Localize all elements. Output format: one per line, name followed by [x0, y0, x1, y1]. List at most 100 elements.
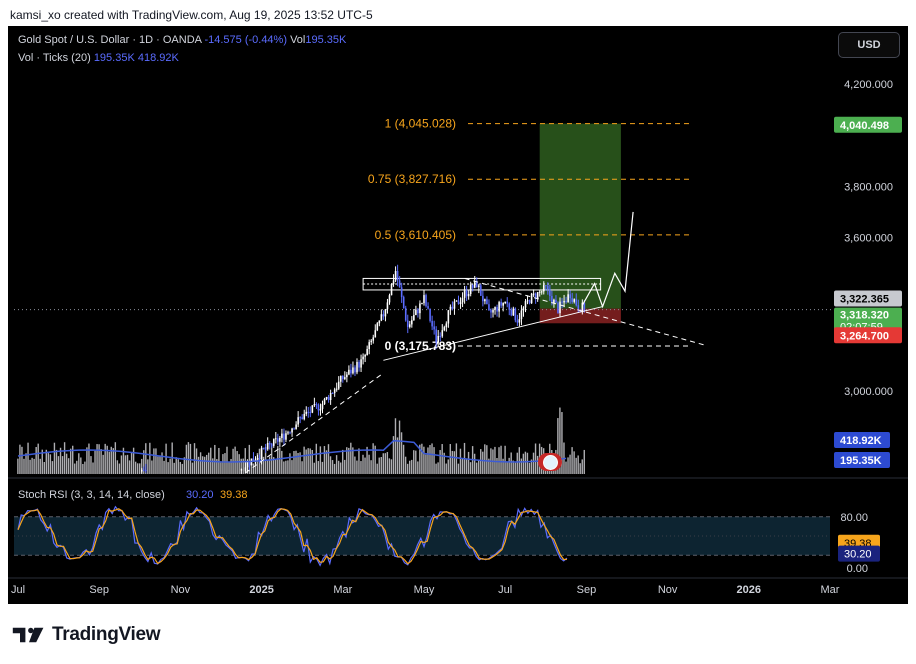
volume-bar — [153, 448, 155, 474]
volume-bar — [455, 443, 458, 474]
candle-body — [431, 320, 433, 327]
x-axis-tick-label: Jul — [498, 584, 512, 596]
candle-body — [368, 342, 370, 349]
volume-bar — [92, 462, 94, 474]
vol-value-label: 195.35K — [840, 455, 882, 467]
volume-bar — [181, 463, 184, 474]
volume-bar — [23, 458, 25, 474]
volume-bar — [575, 457, 577, 474]
candle-body — [512, 308, 515, 316]
volume-bar — [272, 457, 275, 474]
volume-bar — [94, 450, 96, 474]
volume-bar — [335, 455, 338, 474]
volume-bar — [212, 458, 214, 474]
volume-bar — [518, 447, 521, 474]
tradingview-logo[interactable]: TradingView — [12, 624, 161, 646]
legend-symbol-line: Gold Spot / U.S. Dollar · 1D · OANDA -14… — [18, 34, 346, 46]
chart-frame[interactable]: 4,200.000 3,800.000 3,600.000 3,000.000 1 (4… — [8, 26, 908, 604]
volume-bar — [86, 447, 88, 474]
candle-body — [545, 285, 547, 287]
volume-bar — [100, 449, 102, 474]
volume-bar — [309, 448, 311, 474]
legend-vol-value: 195.35K — [305, 34, 347, 46]
candle-body — [382, 314, 385, 317]
x-axis-tick-label: Sep — [577, 584, 597, 596]
volume-bar — [139, 463, 141, 474]
candle-body — [396, 271, 399, 281]
volume-bar — [224, 453, 226, 474]
volume-bar — [17, 458, 19, 474]
candle-body — [325, 396, 328, 399]
candle-body — [411, 320, 413, 325]
volume-bar — [467, 451, 470, 474]
volume-bar — [431, 443, 433, 474]
volume-bar — [74, 463, 76, 474]
volume-bar — [149, 442, 151, 474]
volume-bar — [80, 457, 82, 474]
volume-bar — [439, 450, 441, 474]
candle-body — [475, 281, 478, 288]
volume-bar — [337, 460, 340, 474]
y-axis-tick-label: 3,800.000 — [844, 181, 893, 193]
volume-bar — [496, 458, 498, 474]
currency-button[interactable]: USD — [838, 32, 900, 58]
volume-bar — [402, 444, 405, 474]
volume-bar — [305, 449, 307, 474]
volume-bar — [488, 458, 490, 474]
candle-body — [303, 413, 306, 420]
current-price-label: 3,318.320 — [840, 310, 889, 322]
candle-body — [473, 281, 476, 288]
volume-bar — [47, 453, 50, 474]
volume-bar — [508, 457, 510, 474]
volume-bar — [43, 462, 45, 474]
volume-bar — [122, 447, 125, 474]
volume-bar — [126, 454, 129, 474]
candle-body — [457, 300, 460, 305]
volume-bar — [203, 456, 206, 474]
volume-bar — [248, 444, 251, 474]
volume-bar — [315, 443, 318, 474]
volume-bar — [59, 447, 62, 474]
volume-bar — [447, 459, 449, 474]
volume-bar — [214, 444, 216, 474]
candle-body — [579, 310, 582, 313]
legend-symbol[interactable]: Gold Spot / U.S. Dollar · 1D · OANDA — [18, 34, 202, 46]
volume-bar — [581, 459, 583, 474]
volume-bar — [565, 461, 567, 474]
candle-body — [417, 309, 419, 314]
price-chart[interactable]: 4,200.000 3,800.000 3,600.000 3,000.000 1 (4… — [8, 26, 908, 604]
volume-bar — [437, 462, 439, 474]
volume-bar — [514, 462, 516, 474]
candle-body — [344, 377, 346, 380]
us-flag-icon[interactable] — [538, 453, 562, 471]
candle-body — [508, 303, 511, 310]
volume-bar — [220, 462, 222, 474]
target-price-label: 4,040.498 — [840, 120, 889, 132]
volume-bar — [423, 446, 425, 474]
volume-bar — [557, 418, 559, 474]
volume-bar — [199, 452, 202, 474]
candle-body — [522, 307, 525, 311]
volume-bar — [29, 459, 31, 474]
candle-body — [256, 457, 259, 460]
candle-body — [143, 469, 145, 471]
legend-vol-ticks-label[interactable]: Vol · Ticks (20) — [18, 52, 91, 64]
candle-body — [492, 309, 494, 313]
candle-body — [471, 284, 474, 288]
volume-bar — [72, 445, 74, 474]
candle-body — [327, 396, 330, 401]
volume-bar — [368, 454, 370, 474]
volume-bar — [331, 460, 334, 474]
candle-body — [553, 299, 555, 304]
volume-bar — [238, 454, 240, 474]
volume-bar — [311, 449, 313, 474]
volume-bar — [53, 442, 56, 474]
target-price-label-bg — [834, 116, 902, 133]
fib-level-label: 0.5 (3,610.405) — [375, 228, 456, 242]
volume-bar — [494, 446, 496, 474]
candle-body — [333, 389, 336, 394]
volume-bar — [506, 462, 508, 474]
candle-body — [295, 424, 297, 430]
volume-bar — [31, 457, 33, 474]
candle-body — [465, 290, 468, 297]
